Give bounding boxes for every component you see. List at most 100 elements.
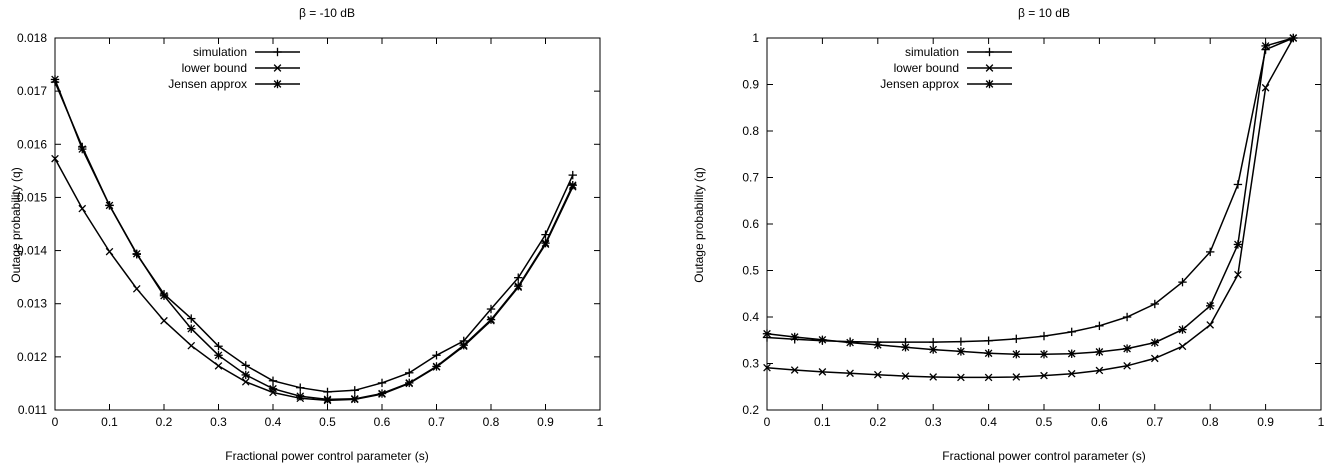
star-marker [818, 335, 827, 344]
star-marker [790, 332, 799, 342]
marker-stroke [432, 362, 441, 371]
star-marker [1261, 41, 1270, 51]
marker-stroke [985, 64, 994, 72]
plus-marker [432, 351, 441, 360]
marker-stroke [1067, 369, 1076, 378]
series-jensen-approx [762, 33, 1298, 359]
marker-stroke [1150, 338, 1159, 347]
star-marker [432, 362, 441, 371]
marker-stroke [273, 64, 282, 72]
chart-title: β = 10 dB [1018, 6, 1070, 20]
star-marker [159, 291, 169, 300]
star-marker [1178, 325, 1187, 334]
series-jensen-approx [50, 75, 577, 404]
marker-stroke [901, 372, 910, 380]
plus-marker [1178, 277, 1187, 287]
cross-marker [873, 370, 882, 379]
plus-marker [377, 378, 387, 388]
marker-stroke [1234, 270, 1242, 279]
plus-marker [1122, 312, 1132, 322]
star-marker [1039, 350, 1049, 359]
y-tick-label: 0.012 [17, 350, 47, 364]
marker-stroke [350, 395, 359, 403]
x-tick-label: 0.1 [101, 415, 118, 429]
plus-marker [956, 337, 966, 346]
cross-marker [1123, 362, 1131, 370]
marker-stroke [763, 363, 771, 372]
series-simulation [762, 33, 1298, 347]
cross-marker [1095, 366, 1104, 375]
x-axis-label: Fractional power control parameter (s) [942, 449, 1145, 463]
x-tick-label: 0.4 [980, 415, 997, 429]
series-line [766, 37, 1294, 355]
star-marker [486, 315, 496, 324]
star-marker [845, 338, 855, 347]
x-tick-label: 1 [1318, 415, 1325, 429]
plus-marker [273, 47, 282, 57]
chart-title: β = -10 dB [299, 6, 355, 20]
x-axis: 0 0.1 0.2 0.3 0.4 0.5 0.6 0.7 0.8 0.9 1 [764, 38, 1325, 429]
marker-stroke [78, 204, 87, 213]
plot-frame [54, 37, 601, 411]
series-line [766, 37, 1294, 379]
star-marker [459, 340, 468, 350]
plus-marker [486, 304, 496, 314]
marker-stroke [984, 373, 993, 382]
x-tick-label: 1 [597, 415, 604, 429]
star-marker [929, 345, 938, 354]
marker-stroke [105, 247, 114, 256]
y-axis-label: Outage probability (q) [692, 167, 706, 282]
chart-left: β = -10 dB Outage probability (q) Fracti… [9, 6, 604, 463]
legend: simulation lower bound Jensen approx [168, 45, 300, 91]
plus-marker [296, 383, 305, 392]
plus-marker [241, 361, 250, 370]
marker-stroke [873, 341, 882, 349]
legend-label: Jensen approx [168, 77, 247, 91]
series-line [54, 81, 574, 393]
star-marker [873, 340, 882, 350]
series-line [54, 79, 574, 401]
cross-marker [1206, 321, 1215, 329]
star-marker [214, 351, 223, 360]
star-marker [1289, 33, 1298, 43]
star-marker [984, 349, 993, 358]
marker-stroke [568, 181, 577, 190]
y-tick-label: 1 [752, 31, 759, 45]
star-marker [956, 347, 966, 356]
plus-marker [514, 273, 523, 282]
star-marker [268, 384, 278, 393]
marker-stroke [51, 75, 59, 84]
plus-marker [1012, 334, 1021, 344]
star-marker [1206, 301, 1215, 311]
cross-marker [985, 64, 994, 72]
plus-marker [985, 47, 994, 57]
plus-marker [1233, 180, 1243, 189]
star-marker [1122, 344, 1132, 353]
marker-stroke [105, 201, 114, 210]
plus-marker [1039, 331, 1049, 341]
plus-marker [541, 230, 550, 239]
cross-marker [1012, 373, 1021, 381]
cross-marker [929, 373, 938, 381]
cross-marker [818, 368, 827, 376]
cross-marker [214, 362, 223, 370]
cross-marker [1040, 371, 1048, 380]
x-tick-label: 0.2 [156, 415, 173, 429]
marker-stroke [1095, 348, 1104, 356]
plus-marker [1067, 327, 1076, 337]
x-tick-label: 0.9 [537, 415, 554, 429]
cross-marker [78, 204, 87, 213]
star-marker [985, 79, 994, 89]
cross-marker [846, 369, 854, 378]
cross-marker [790, 366, 799, 374]
star-marker [405, 378, 414, 388]
marker-stroke [214, 351, 223, 360]
x-tick-label: 0.4 [265, 415, 282, 429]
marker-stroke [51, 154, 59, 163]
series-line [54, 158, 574, 402]
marker-stroke [929, 345, 938, 354]
marker-stroke [1067, 349, 1076, 358]
marker-stroke [214, 362, 223, 370]
x-tick-label: 0.1 [814, 415, 831, 429]
y-tick-label: 0.017 [17, 84, 47, 98]
